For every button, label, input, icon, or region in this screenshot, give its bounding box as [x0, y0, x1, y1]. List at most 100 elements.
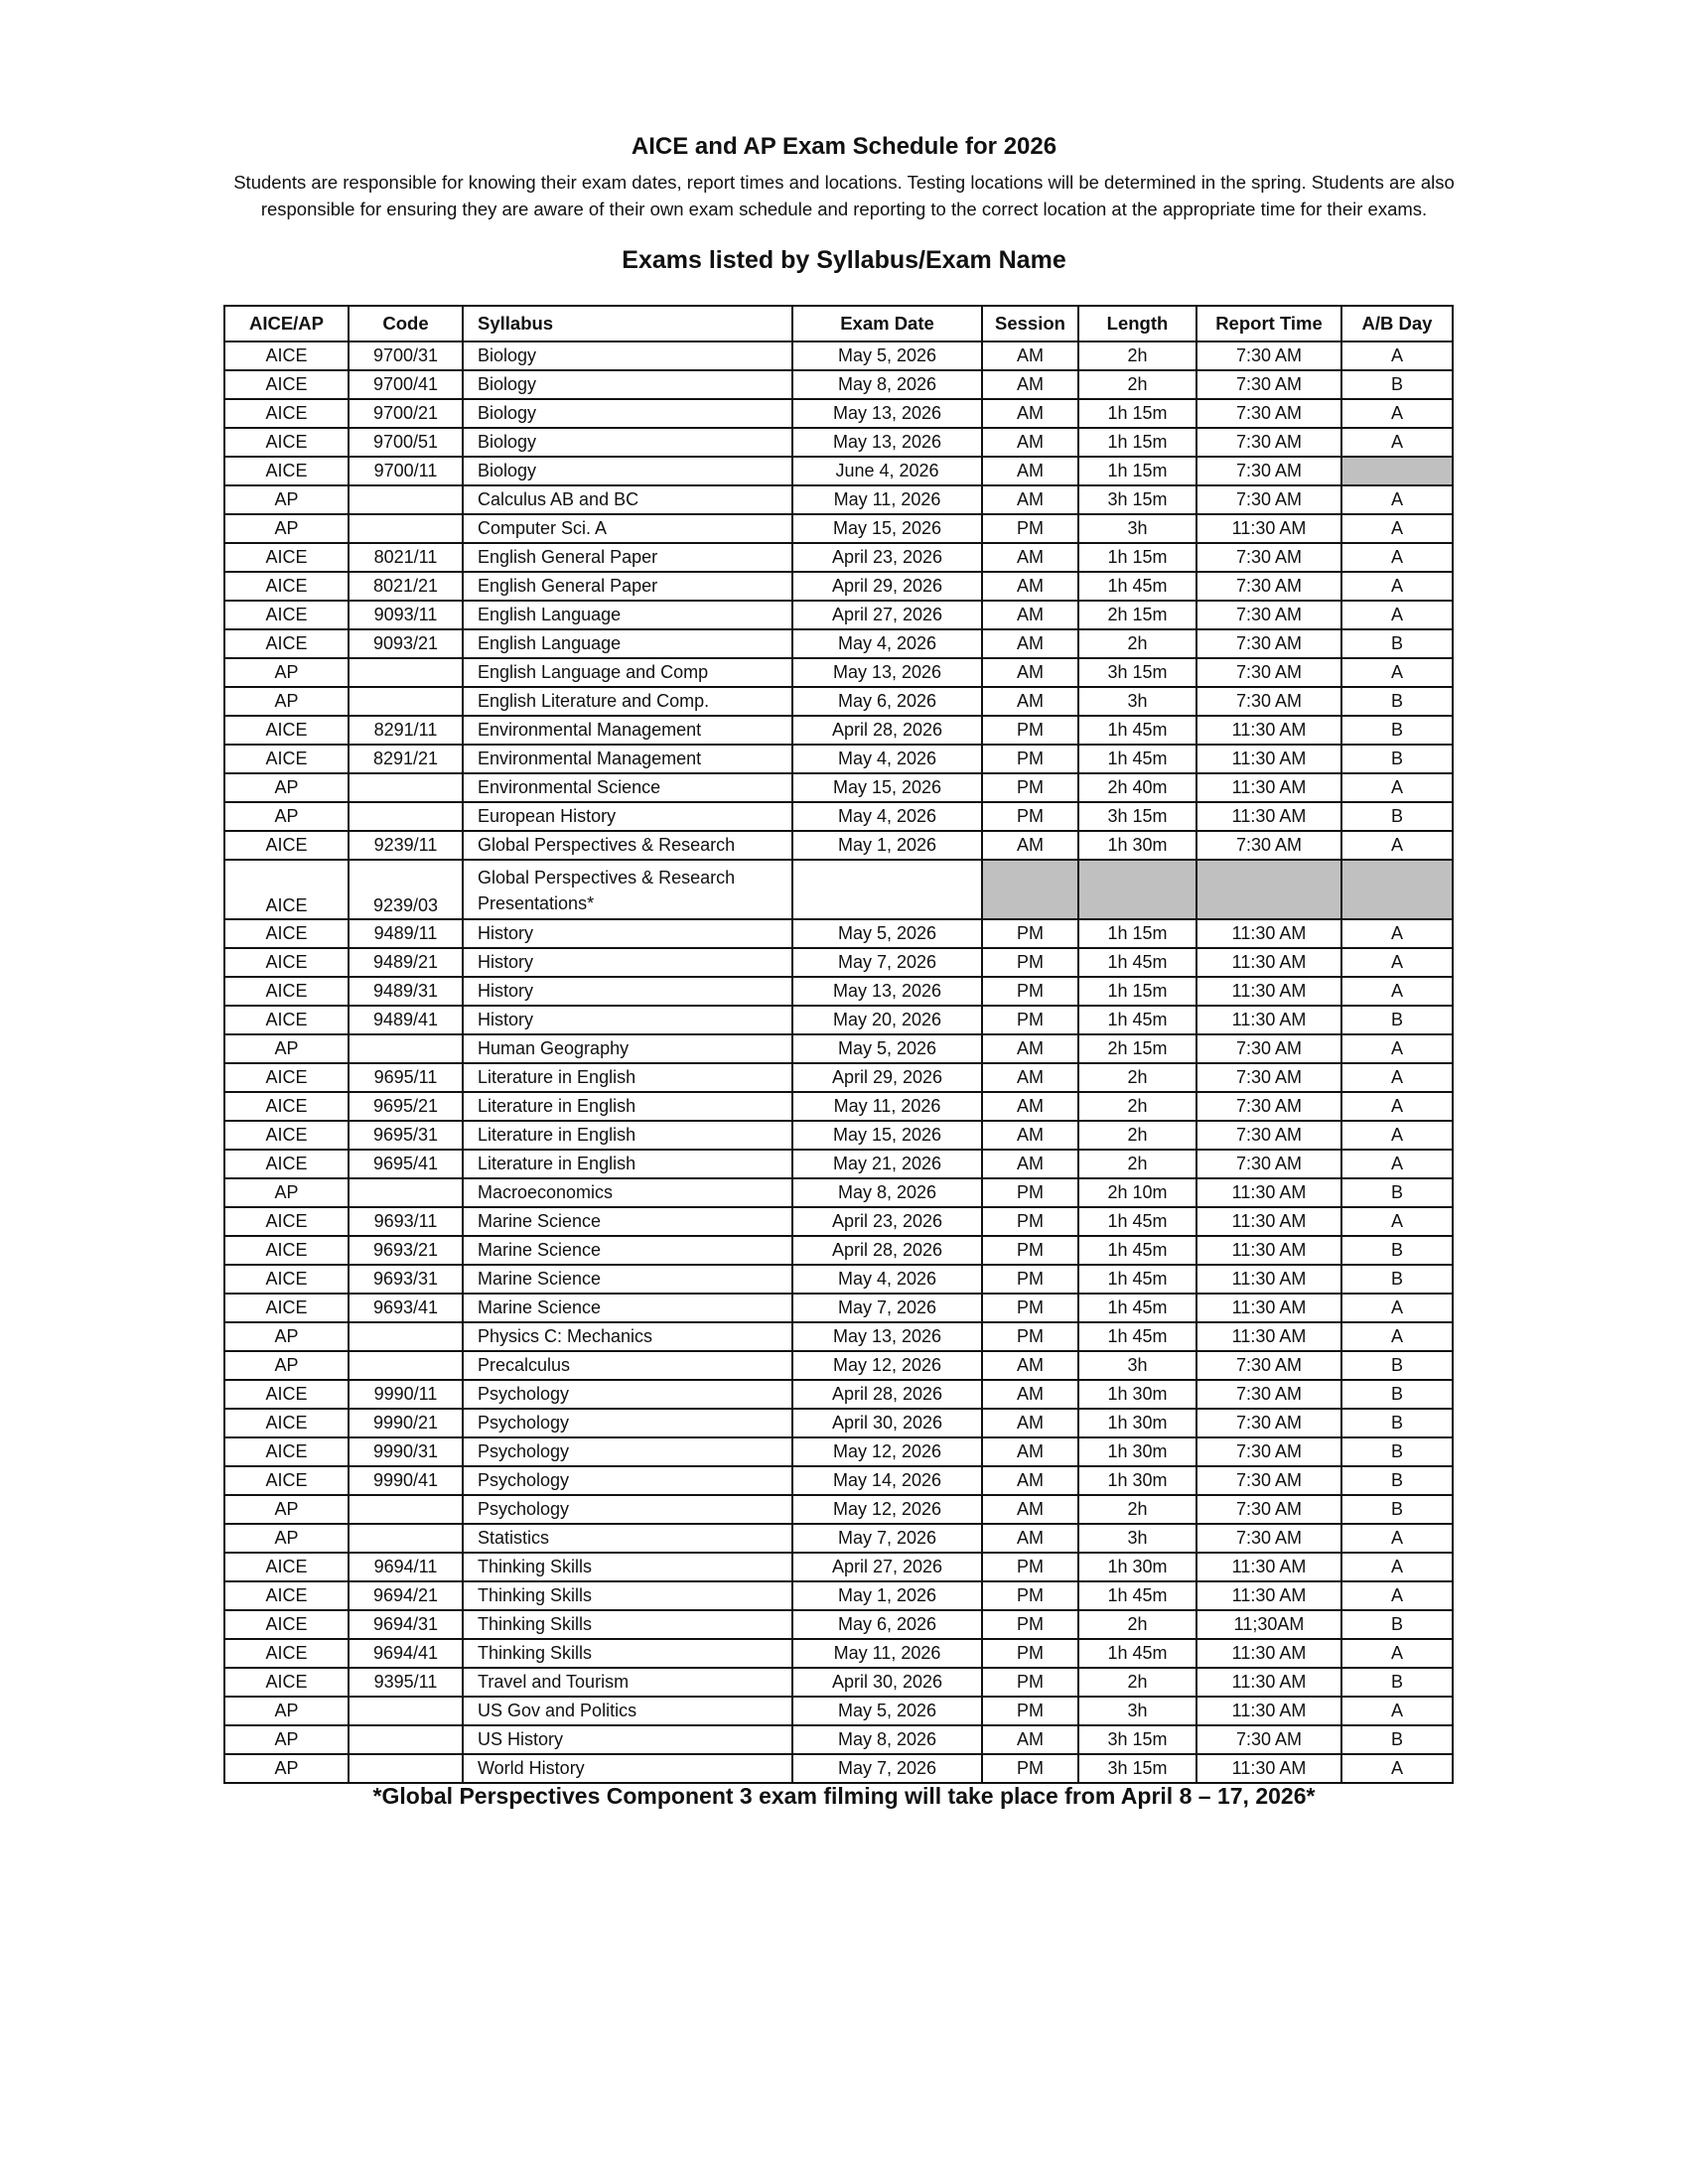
cell-ab-day: B: [1340, 1465, 1454, 1496]
cell-length: 1h 15m: [1077, 976, 1197, 1007]
cell-length: 2h: [1077, 1609, 1197, 1640]
cell-ab-day: B: [1340, 1667, 1454, 1698]
cell-ab-day: A: [1340, 918, 1454, 949]
cell-report-time: 11:30 AM: [1196, 1005, 1342, 1035]
cell-type: AICE: [223, 600, 350, 630]
cell-ab-day: B: [1340, 1724, 1454, 1755]
cell-session: AM: [981, 1149, 1079, 1179]
cell-exam-date: May 5, 2026: [791, 1033, 983, 1064]
table-row: AP Precalculus May 12, 2026 AM 3h 7:30 AM B: [223, 1350, 1454, 1381]
cell-syllabus: Thinking Skills: [462, 1580, 793, 1611]
column-header-ab-day: A/B Day: [1340, 305, 1454, 342]
cell-exam-date: April 28, 2026: [791, 1235, 983, 1266]
cell-syllabus: History: [462, 918, 793, 949]
cell-syllabus: Thinking Skills: [462, 1638, 793, 1669]
cell-syllabus: Psychology: [462, 1465, 793, 1496]
cell-session: AM: [981, 657, 1079, 688]
cell-type: AP: [223, 686, 350, 717]
table-row: AICE 9694/31 Thinking Skills May 6, 2026 PM 2…: [223, 1609, 1454, 1640]
cell-exam-date: April 23, 2026: [791, 542, 983, 573]
cell-length: 2h: [1077, 1494, 1197, 1525]
cell-code: 9093/21: [348, 628, 464, 659]
cell-ab-day: B: [1340, 744, 1454, 774]
cell-type: AICE: [223, 571, 350, 602]
column-header-length: Length: [1077, 305, 1197, 342]
cell-session: AM: [981, 628, 1079, 659]
cell-syllabus: Global Perspectives & Research: [462, 830, 793, 861]
cell-length: 3h: [1077, 1523, 1197, 1554]
cell-syllabus: Computer Sci. A: [462, 513, 793, 544]
cell-code: 9700/31: [348, 341, 464, 371]
cell-syllabus: Environmental Science: [462, 772, 793, 803]
table-row: AICE 9990/21 Psychology April 30, 2026 AM 1h …: [223, 1408, 1454, 1438]
cell-session: PM: [981, 1264, 1079, 1295]
table-row: AICE 9093/11 English Language April 27, 202…: [223, 600, 1454, 630]
table-row: AICE 9700/41 Biology May 8, 2026 AM 2h 7:30 AM…: [223, 369, 1454, 400]
cell-syllabus: Environmental Management: [462, 715, 793, 746]
cell-syllabus: US Gov and Politics: [462, 1696, 793, 1726]
cell-length: 1h 30m: [1077, 1552, 1197, 1582]
cell-report-time: 7:30 AM: [1196, 1120, 1342, 1151]
cell-length: 1h 15m: [1077, 456, 1197, 486]
cell-code: 9693/41: [348, 1293, 464, 1323]
cell-syllabus: English Language and Comp: [462, 657, 793, 688]
table-row: AICE 9693/11 Marine Science April 23, 2026 P…: [223, 1206, 1454, 1237]
cell-syllabus: Marine Science: [462, 1206, 793, 1237]
cell-syllabus: US History: [462, 1724, 793, 1755]
table-row: AICE 8021/21 English General Paper April 29…: [223, 571, 1454, 602]
cell-ab-day: B: [1340, 1436, 1454, 1467]
cell-syllabus: Biology: [462, 427, 793, 458]
column-header-code: Code: [348, 305, 464, 342]
cell-type: AICE: [223, 744, 350, 774]
cell-report-time: 7:30 AM: [1196, 341, 1342, 371]
cell-syllabus: Psychology: [462, 1379, 793, 1410]
cell-exam-date: May 15, 2026: [791, 772, 983, 803]
cell-code: [348, 772, 464, 803]
table-row: AICE 8291/21 Environmental Management May 4…: [223, 744, 1454, 774]
cell-length: 3h 15m: [1077, 657, 1197, 688]
cell-syllabus: Physics C: Mechanics: [462, 1321, 793, 1352]
cell-type: AP: [223, 772, 350, 803]
cell-syllabus: Psychology: [462, 1436, 793, 1467]
cell-report-time: 7:30 AM: [1196, 1062, 1342, 1093]
cell-exam-date: May 5, 2026: [791, 1696, 983, 1726]
cell-type: AICE: [223, 976, 350, 1007]
cell-type: AP: [223, 801, 350, 832]
cell-length: 1h 30m: [1077, 1379, 1197, 1410]
cell-session: PM: [981, 1177, 1079, 1208]
table-row: AP Calculus AB and BC May 11, 2026 AM 3h 15m…: [223, 484, 1454, 515]
cell-exam-date: May 4, 2026: [791, 744, 983, 774]
cell-length: 1h 45m: [1077, 1321, 1197, 1352]
cell-exam-date: May 14, 2026: [791, 1465, 983, 1496]
cell-report-time: 11:30 AM: [1196, 772, 1342, 803]
cell-ab-day: A: [1340, 427, 1454, 458]
cell-code: 9700/21: [348, 398, 464, 429]
cell-session: AM: [981, 1724, 1079, 1755]
cell-report-time: 11:30 AM: [1196, 976, 1342, 1007]
cell-length: 3h: [1077, 1350, 1197, 1381]
cell-code: 9239/11: [348, 830, 464, 861]
cell-length: 3h: [1077, 1696, 1197, 1726]
cell-session: AM: [981, 600, 1079, 630]
cell-exam-date: May 8, 2026: [791, 1724, 983, 1755]
cell-session: PM: [981, 1005, 1079, 1035]
cell-type: AICE: [223, 1638, 350, 1669]
cell-syllabus: Biology: [462, 398, 793, 429]
cell-type: AICE: [223, 1465, 350, 1496]
cell-exam-date: April 28, 2026: [791, 715, 983, 746]
cell-length: 3h 15m: [1077, 484, 1197, 515]
cell-ab-day: [1340, 456, 1454, 486]
cell-report-time: 7:30 AM: [1196, 456, 1342, 486]
table-row: AP Human Geography May 5, 2026 AM 2h 15m 7:30…: [223, 1033, 1454, 1064]
cell-length: 2h: [1077, 369, 1197, 400]
cell-report-time: 7:30 AM: [1196, 1523, 1342, 1554]
cell-exam-date: April 29, 2026: [791, 1062, 983, 1093]
cell-syllabus: History: [462, 976, 793, 1007]
cell-length: 1h 15m: [1077, 918, 1197, 949]
table-row: AICE 9489/31 History May 13, 2026 PM 1h 15m 11…: [223, 976, 1454, 1007]
cell-code: 9990/31: [348, 1436, 464, 1467]
cell-ab-day: B: [1340, 1235, 1454, 1266]
cell-exam-date: May 1, 2026: [791, 1580, 983, 1611]
cell-ab-day: A: [1340, 976, 1454, 1007]
cell-ab-day: B: [1340, 686, 1454, 717]
